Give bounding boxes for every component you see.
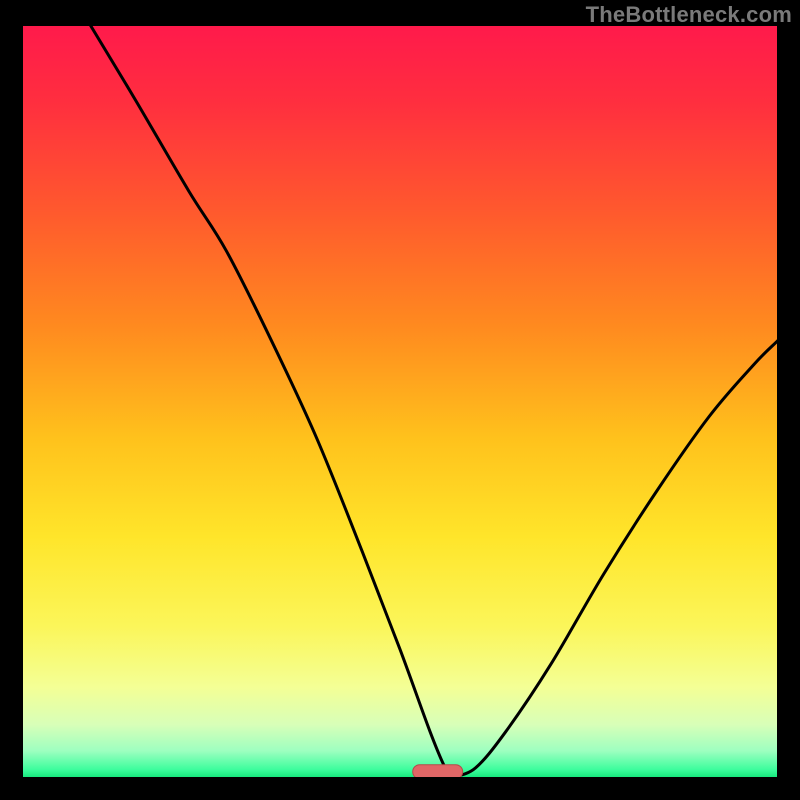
bottleneck-chart <box>0 0 800 800</box>
watermark-text: TheBottleneck.com <box>586 2 792 28</box>
optimum-marker <box>413 765 463 779</box>
plot-background-gradient <box>23 26 777 777</box>
chart-container: TheBottleneck.com <box>0 0 800 800</box>
